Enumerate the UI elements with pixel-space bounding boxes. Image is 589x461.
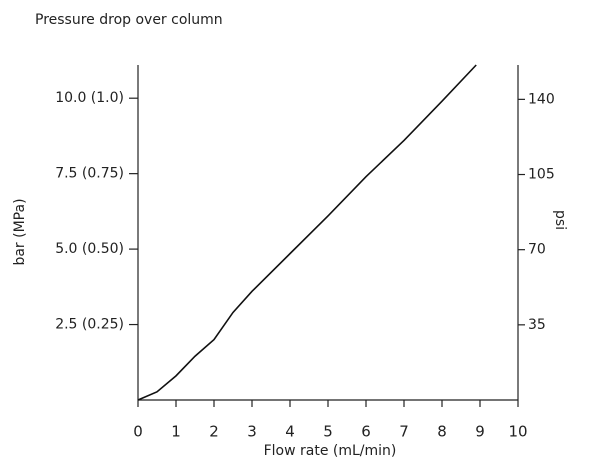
y2-tick-label: 140 [528, 91, 555, 107]
x-tick-label: 2 [209, 423, 219, 441]
y2-tick-label: 70 [528, 242, 546, 258]
chart-title: Pressure drop over column [35, 12, 223, 28]
y2-tick-label: 35 [528, 317, 546, 333]
y2-tick-label: 105 [528, 167, 555, 183]
x-tick-label: 9 [475, 423, 485, 441]
x-tick-label: 3 [247, 423, 257, 441]
y2-axis-label: psi [552, 210, 568, 230]
y-tick-label: 2.5 (0.25) [55, 317, 124, 333]
x-tick-label: 8 [437, 423, 447, 441]
x-tick-label: 6 [361, 423, 371, 441]
x-tick-label: 10 [508, 423, 527, 441]
x-tick-label: 5 [323, 423, 333, 441]
y-tick-label: 5.0 (0.50) [55, 241, 124, 257]
data-line [137, 64, 477, 401]
x-axis-label: Flow rate (mL/min) [264, 443, 397, 459]
x-tick-label: 4 [285, 423, 295, 441]
y-axis-label: bar (MPa) [12, 198, 28, 265]
y-tick-label: 7.5 (0.75) [55, 166, 124, 182]
x-tick-label: 7 [399, 423, 409, 441]
y-tick-label: 10.0 (1.0) [55, 90, 124, 106]
x-tick-label: 1 [171, 423, 181, 441]
x-tick-label: 0 [133, 423, 143, 441]
